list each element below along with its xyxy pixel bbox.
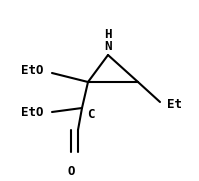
- Text: N: N: [104, 40, 112, 53]
- Text: EtO: EtO: [20, 64, 43, 77]
- Text: EtO: EtO: [20, 106, 43, 119]
- Text: H: H: [104, 28, 112, 41]
- Text: Et: Et: [167, 98, 182, 110]
- Text: C: C: [87, 108, 95, 121]
- Text: O: O: [67, 165, 75, 178]
